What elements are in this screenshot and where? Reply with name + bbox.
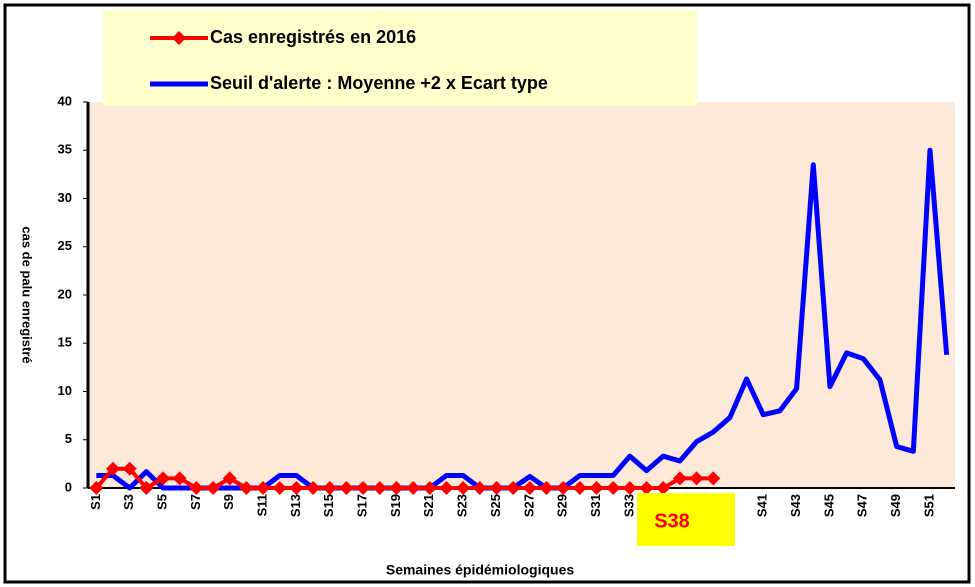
marker	[456, 481, 471, 495]
marker	[122, 461, 137, 476]
y-tick-label: 0	[65, 479, 72, 494]
marker	[256, 481, 271, 495]
x-tick-label: S9	[221, 494, 236, 510]
marker	[289, 481, 304, 495]
x-tick-label: S33	[621, 494, 636, 517]
marker	[306, 481, 321, 495]
marker	[89, 481, 104, 495]
y-tick-label: 40	[58, 93, 72, 108]
marker	[206, 481, 221, 495]
x-tick-label: S29	[555, 494, 570, 517]
marker	[622, 481, 637, 495]
x-tick-label: S43	[788, 494, 803, 517]
marker	[189, 481, 204, 495]
legend-marker	[172, 31, 186, 45]
x-tick-label: S3	[121, 494, 136, 510]
marker	[372, 481, 387, 495]
x-tick-label: S31	[588, 494, 603, 517]
marker	[172, 471, 187, 486]
series-line	[96, 147, 950, 491]
x-tick-label: S17	[355, 494, 370, 517]
marker	[339, 481, 354, 495]
annotation-box	[637, 493, 735, 546]
marker	[606, 481, 621, 495]
y-tick-label: 15	[58, 335, 72, 350]
legend-label: Seuil d'alerte : Moyenne +2 x Ecart type	[210, 73, 548, 93]
x-tick-label: S1	[88, 494, 103, 510]
marker	[106, 461, 121, 476]
marker	[672, 471, 687, 486]
marker	[706, 471, 721, 486]
marker	[272, 481, 287, 495]
x-tick-label: S11	[255, 494, 270, 516]
plot-area	[88, 102, 955, 488]
marker	[356, 481, 371, 495]
x-tick-label: S15	[321, 494, 336, 517]
legend-label: Cas enregistrés en 2016	[210, 27, 416, 47]
marker	[422, 481, 437, 495]
x-tick-label: S45	[821, 494, 836, 517]
marker	[439, 481, 454, 495]
x-tick-label: S49	[888, 494, 903, 517]
y-tick-label: 35	[58, 142, 72, 157]
marker	[689, 471, 704, 486]
x-tick-label: S13	[288, 494, 303, 517]
x-tick-label: S27	[521, 494, 536, 517]
marker	[572, 481, 587, 495]
marker	[239, 481, 254, 495]
x-tick-label: S51	[921, 494, 936, 517]
marker	[556, 481, 571, 495]
y-tick-label: 25	[58, 238, 72, 253]
y-tick-label: 5	[65, 431, 72, 446]
marker	[389, 481, 404, 495]
marker	[489, 481, 504, 495]
marker	[156, 471, 171, 486]
x-tick-label: S23	[455, 494, 470, 517]
marker	[472, 481, 487, 495]
y-tick-label: 30	[58, 190, 72, 205]
y-axis-label: cas de palu enregistré	[20, 226, 35, 363]
annotation: S38	[654, 510, 690, 532]
marker	[539, 481, 554, 495]
x-axis-label: Semaines épidémiologiques	[386, 562, 574, 578]
x-tick-label: S19	[388, 494, 403, 517]
x-tick-label: S5	[154, 494, 169, 510]
marker	[639, 481, 654, 495]
x-tick-label: S41	[755, 494, 770, 517]
x-tick-label: S47	[855, 494, 870, 517]
x-tick-label: S21	[421, 494, 436, 517]
marker	[506, 481, 521, 495]
marker	[222, 471, 237, 486]
marker	[589, 481, 604, 495]
y-tick-label: 10	[58, 383, 72, 398]
marker	[656, 481, 671, 495]
marker	[522, 481, 537, 495]
x-tick-label: S25	[488, 494, 503, 517]
x-tick-label: S7	[188, 494, 203, 510]
legend	[103, 10, 697, 106]
y-tick-label: 20	[58, 286, 72, 301]
marker	[322, 481, 337, 495]
marker	[406, 481, 421, 495]
marker	[139, 481, 154, 495]
